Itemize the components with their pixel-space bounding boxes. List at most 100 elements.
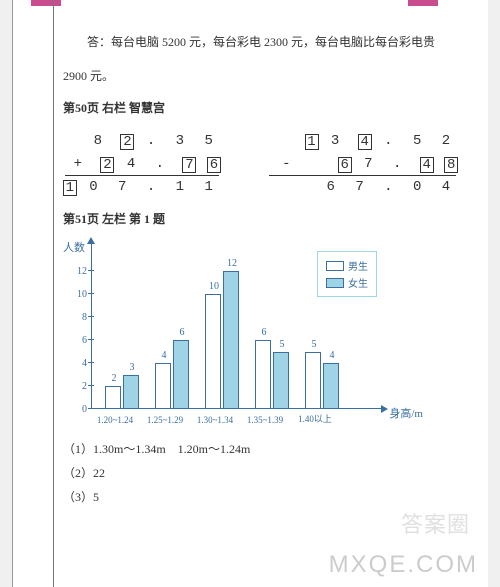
d: 2 <box>442 133 456 149</box>
d: 7 <box>364 156 378 172</box>
ytick-label: 10 <box>73 289 87 300</box>
watermark-url-text: MXQE.COM <box>329 551 478 578</box>
ytick-label: 2 <box>73 381 87 392</box>
ytick-label: 0 <box>73 404 87 415</box>
d: 1 <box>176 179 190 195</box>
intro-answer-line2: 2900 元。 <box>63 66 458 88</box>
bar-girl: 6 <box>173 340 189 409</box>
margin-rule <box>53 0 54 587</box>
bar-boy: 5 <box>305 352 321 410</box>
xtick-label: 1.30~1.34 <box>187 415 243 425</box>
xtick-label: 1.25~1.29 <box>137 415 193 425</box>
ytick-mark <box>88 408 94 409</box>
d: 1 <box>204 179 218 195</box>
bar-boy-value: 4 <box>156 350 172 361</box>
bar-boy: 6 <box>255 340 271 409</box>
answer-3: （3）5 <box>63 485 458 509</box>
bar-boy: 2 <box>105 386 121 409</box>
bar-boy-value: 10 <box>206 281 222 292</box>
bars-area: 234610126554 <box>97 253 383 409</box>
answers-block: （1）1.30m～1.34m 1.20m～1.24m （2）22 （3）5 <box>63 437 458 509</box>
bar-girl-value: 4 <box>324 350 340 361</box>
y-axis <box>91 241 92 409</box>
d: 3 <box>331 133 345 149</box>
ytick-mark <box>88 316 94 317</box>
d: 7 <box>118 179 132 195</box>
bar-boy-value: 5 <box>306 339 322 350</box>
add-row1: 8 2 . 3 5 <box>65 130 219 152</box>
bar-boy-value: 6 <box>256 327 272 338</box>
bar-boy: 4 <box>155 363 171 409</box>
header-tab-right <box>408 0 438 6</box>
ytick-label: 4 <box>73 358 87 369</box>
ytick-mark <box>88 293 94 294</box>
box-digit: 1 <box>63 180 77 196</box>
subtraction-problem: 1 3 4 . 5 2 - 6 7 . 4 8 6 7 . 0 4 <box>269 130 456 198</box>
bar-girl-value: 12 <box>224 258 240 269</box>
d: . <box>156 156 170 172</box>
answer-1: （1）1.30m～1.34m 1.20m～1.24m <box>63 437 458 461</box>
bar-chart: 人数 身高/m 男生 女生 234610126554 024681012 1.2… <box>63 241 383 431</box>
ytick-mark <box>88 339 94 340</box>
box-digit: 2 <box>100 157 114 173</box>
bar-girl: 5 <box>273 352 289 410</box>
d: . <box>384 133 398 149</box>
xtick-label: 1.20~1.24 <box>87 415 143 425</box>
bar-boy: 10 <box>205 294 221 409</box>
box-digit: 8 <box>444 157 458 173</box>
add-row3: 1 0 7 . 1 1 <box>65 175 219 198</box>
ytick-label: 6 <box>73 335 87 346</box>
bar-girl: 4 <box>323 363 339 409</box>
watermark-brand: 答案圈 <box>401 507 470 539</box>
d: 8 <box>94 133 108 149</box>
section2-heading: 第51页 左栏 第 1 题 <box>63 210 458 227</box>
ytick-mark <box>88 385 94 386</box>
bar-girl: 3 <box>123 375 139 410</box>
section1-heading: 第50页 右栏 智慧宫 <box>63 99 458 116</box>
d: 5 <box>204 133 218 149</box>
sub-row3: 6 7 . 0 4 <box>269 175 456 198</box>
watermark-url: MXQE.COM <box>329 551 478 579</box>
op: - <box>282 156 296 172</box>
bar-girl-value: 3 <box>124 362 140 373</box>
d: . <box>147 179 161 195</box>
d: 4 <box>442 179 456 195</box>
addition-problem: 8 2 . 3 5 + 2 4 . 7 6 1 0 7 . 1 1 <box>65 130 219 198</box>
box-digit: 6 <box>338 157 352 173</box>
d: 4 <box>127 156 141 172</box>
bar-girl: 12 <box>223 271 239 409</box>
box-digit: 1 <box>305 134 319 150</box>
add-row2: + 2 4 . 7 6 <box>65 153 219 175</box>
intro-answer-line1: 答：每台电脑 5200 元，每台彩电 2300 元，每台电脑比每台彩电贵 <box>63 32 458 54</box>
box-digit: 4 <box>420 157 434 173</box>
d: 5 <box>413 133 427 149</box>
d: 7 <box>355 179 369 195</box>
box-digit: 2 <box>120 134 134 150</box>
box-digit: 7 <box>182 157 196 173</box>
xtick-label: 1.35~1.39 <box>237 415 293 425</box>
bar-girl-value: 6 <box>174 327 190 338</box>
bar-boy-value: 2 <box>106 373 122 384</box>
d: . <box>393 156 407 172</box>
sub-row2: - 6 7 . 4 8 <box>269 153 456 175</box>
bar-girl-value: 5 <box>274 339 290 350</box>
arithmetic-row: 8 2 . 3 5 + 2 4 . 7 6 1 0 7 . 1 1 1 3 4 … <box>63 130 458 198</box>
ytick-mark <box>88 270 94 271</box>
x-axis-label: 身高/m <box>389 405 423 421</box>
d: 0 <box>89 179 103 195</box>
ytick-mark <box>88 362 94 363</box>
answer-2: （2）22 <box>63 461 458 485</box>
d: . <box>147 133 161 149</box>
box-digit: 4 <box>358 134 372 150</box>
d: 3 <box>176 133 190 149</box>
d: . <box>384 179 398 195</box>
header-tab-left <box>31 0 61 6</box>
sub-row1: 1 3 4 . 5 2 <box>269 130 456 152</box>
op: + <box>74 156 88 172</box>
y-axis-arrow <box>87 237 95 244</box>
y-axis-label: 人数 <box>63 239 85 255</box>
d: 6 <box>327 179 341 195</box>
document-page: 答：每台电脑 5200 元，每台彩电 2300 元，每台电脑比每台彩电贵 290… <box>12 0 488 587</box>
box-digit: 6 <box>207 157 221 173</box>
ytick-label: 8 <box>73 312 87 323</box>
